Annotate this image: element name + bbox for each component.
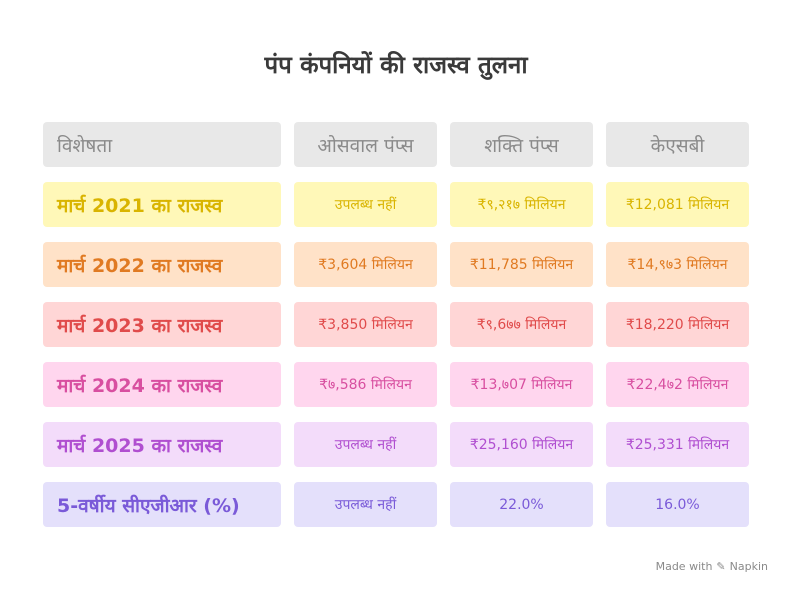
table-cell: ₹3,604 मिलियन	[294, 242, 437, 287]
table-cell: ₹७,586 मिलियन	[294, 362, 437, 407]
table-cell: ₹11,785 मिलियन	[450, 242, 593, 287]
row-label: मार्च 2023 का राजस्व	[43, 302, 281, 347]
table-cell: 16.0%	[606, 482, 749, 527]
table-cell: ₹22,4७2 मिलियन	[606, 362, 749, 407]
made-with-label: Made with	[655, 560, 713, 573]
table-cell: उपलब्ध नहीं	[294, 422, 437, 467]
brand-label: Napkin	[729, 560, 768, 573]
page-title: पंप कंपनियों की राजस्व तुलना	[264, 51, 528, 79]
row-label: मार्च 2024 का राजस्व	[43, 362, 281, 407]
table-cell: ₹९,6७७ मिलियन	[450, 302, 593, 347]
table-cell: ₹3,850 मिलियन	[294, 302, 437, 347]
table-cell: ₹18,220 मिलियन	[606, 302, 749, 347]
table-cell: ₹25,160 मिलियन	[450, 422, 593, 467]
table-cell: ₹25,331 मिलियन	[606, 422, 749, 467]
napkin-logo-icon: ✎	[716, 560, 726, 573]
row-label: 5-वर्षीय सीएजीआर (%)	[43, 482, 281, 527]
table-cell: ₹९,२१७ मिलियन	[450, 182, 593, 227]
table-cell: ₹12,081 मिलियन	[606, 182, 749, 227]
table-cell: 22.0%	[450, 482, 593, 527]
table-cell: ₹14,९७3 मिलियन	[606, 242, 749, 287]
header-cell-feature: विशेषता	[43, 122, 281, 167]
row-label: मार्च 2021 का राजस्व	[43, 182, 281, 227]
row-label: मार्च 2022 का राजस्व	[43, 242, 281, 287]
table-cell: ₹13,७07 मिलियन	[450, 362, 593, 407]
row-label: मार्च 2025 का राजस्व	[43, 422, 281, 467]
table-cell: उपलब्ध नहीं	[294, 482, 437, 527]
header-cell-ksb: केएसबी	[606, 122, 749, 167]
header-cell-shakti: शक्ति पंप्स	[450, 122, 593, 167]
footer-attribution: Made with ✎ Napkin	[656, 560, 768, 573]
table-cell: उपलब्ध नहीं	[294, 182, 437, 227]
comparison-table: विशेषता ओसवाल पंप्स शक्ति पंप्स केएसबी म…	[43, 122, 749, 527]
header-cell-oswal: ओसवाल पंप्स	[294, 122, 437, 167]
